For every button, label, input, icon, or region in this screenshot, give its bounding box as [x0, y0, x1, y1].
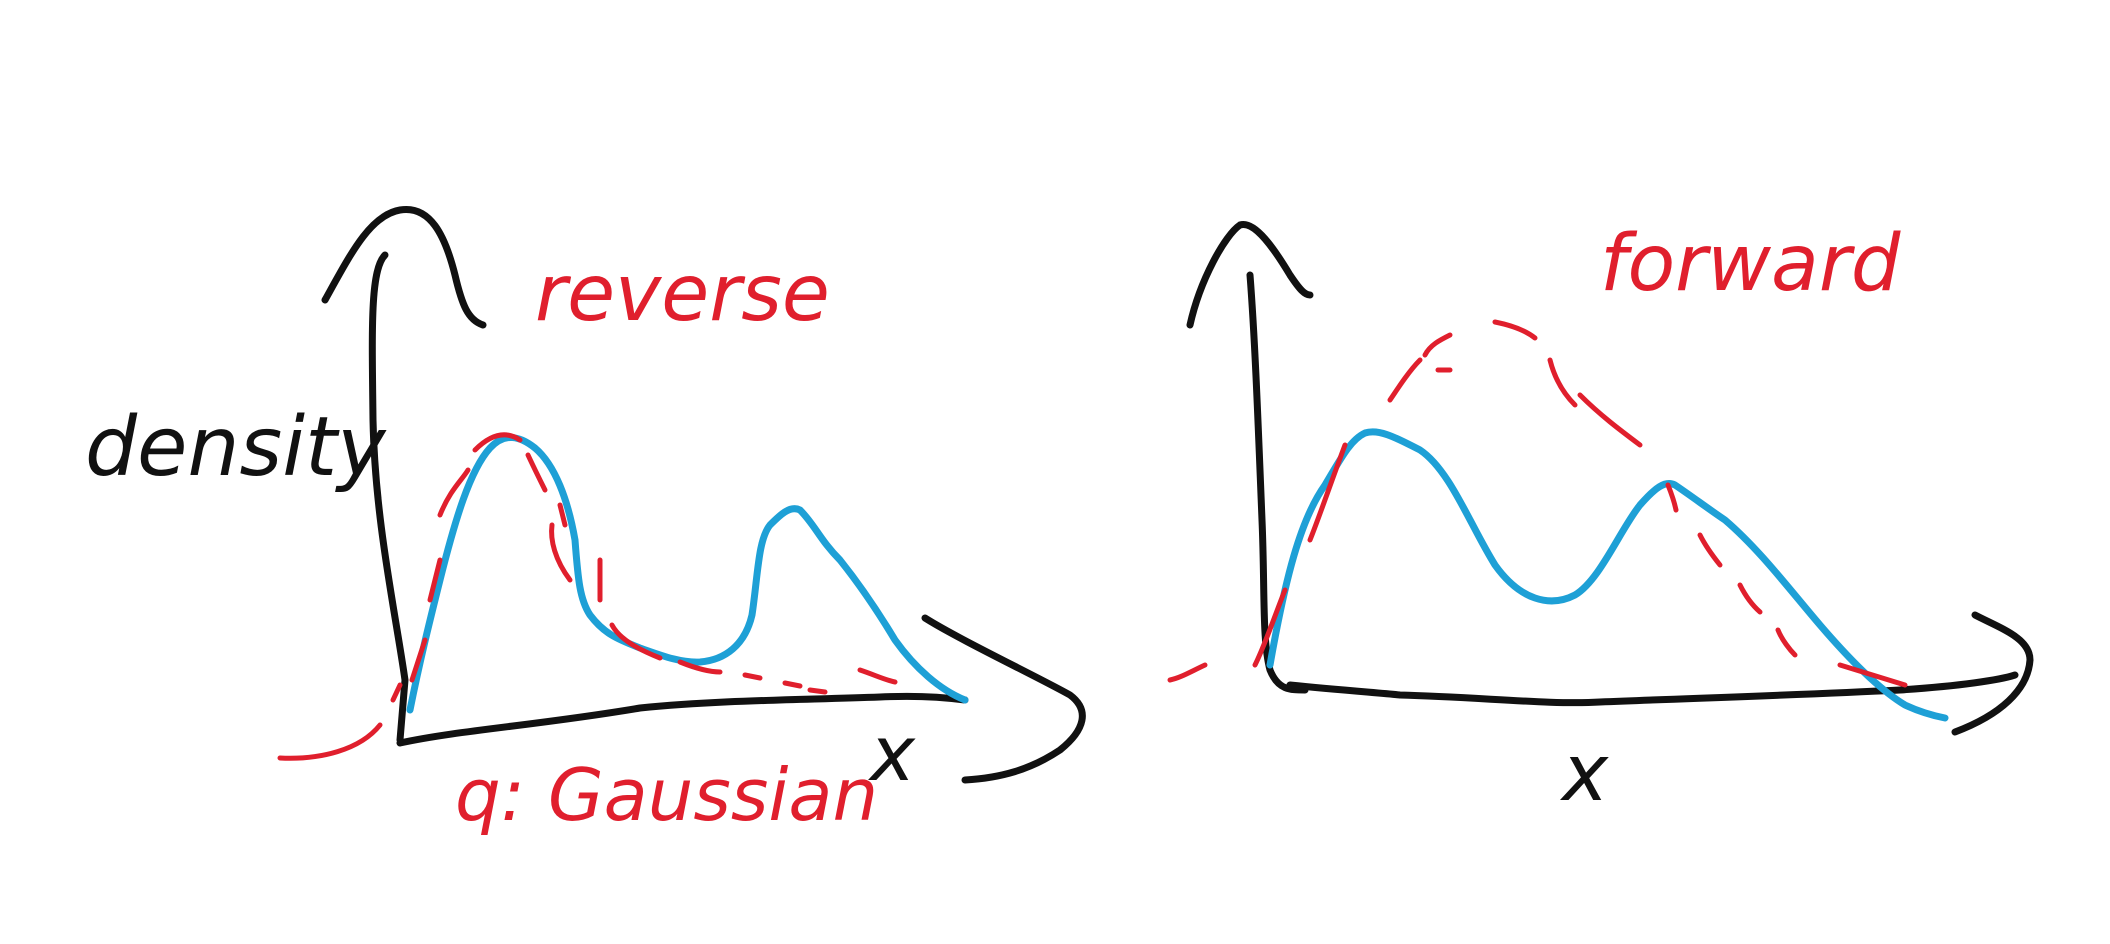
left-x-axis: [396, 692, 969, 747]
left-target-density: [406, 434, 969, 714]
right-y-arrowhead: [1186, 221, 1314, 329]
right-target-density: [1266, 428, 1949, 722]
left-annotation-top: reverse: [535, 249, 830, 339]
right-y-axis: [1246, 271, 1309, 694]
right-x-arrowhead: [1951, 611, 2034, 736]
right-fit-dashes: [1167, 319, 1908, 688]
right-annotation-top: forward: [1600, 219, 1901, 309]
left-y-arrowhead: [321, 205, 487, 329]
right-panel: x forward: [1167, 219, 2034, 819]
left-xlabel: x: [868, 709, 916, 798]
left-panel: density x reverse q: Gaussian: [85, 205, 1086, 837]
left-x-arrowhead: [921, 614, 1086, 784]
left-y-axis: [368, 251, 409, 744]
left-ylabel: density: [85, 400, 387, 495]
left-annotation-bottom: q: Gaussian: [455, 753, 878, 837]
right-xlabel: x: [1559, 729, 1609, 819]
left-fit-dashes: [277, 432, 898, 761]
right-x-axis: [1286, 671, 2019, 707]
